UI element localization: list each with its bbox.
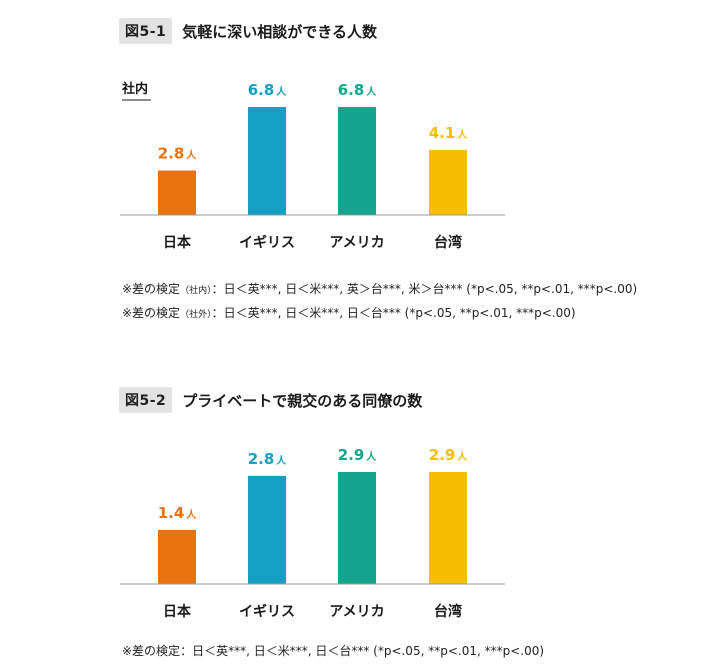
data-label-us: 2.9 人 (338, 446, 378, 464)
note-body: ：日＜英***, 日＜米***, 日＜台*** (*p<.05, **p<.01… (211, 306, 576, 320)
category-label-uk: イギリス (239, 234, 295, 251)
category-label-taiwan: 台湾 (434, 603, 462, 620)
chart-subtitle: 社内 (121, 81, 148, 97)
bar-japan (158, 170, 196, 215)
bar-japan (158, 529, 196, 584)
note-prefix: ※差の検定 (122, 306, 181, 320)
category-label-us: アメリカ (329, 235, 384, 251)
bar-us (338, 107, 376, 215)
category-label-japan: 日本 (163, 603, 192, 620)
data-label-taiwan: 4.1 人 (429, 124, 469, 142)
data-label-taiwan: 2.9 人 (429, 446, 469, 464)
note-tag: （社内） (180, 286, 212, 296)
note-prefix: ※差の検定 (122, 644, 181, 658)
data-label-uk: 2.8 人 (248, 450, 288, 468)
data-label-uk: 6.8 人 (248, 81, 288, 99)
note-tag: （社外） (180, 310, 212, 320)
bar-us (338, 472, 376, 584)
category-label-us: アメリカ (329, 604, 384, 620)
note-prefix: ※差の検定 (122, 282, 181, 296)
figure-title-text: プライベートで親交のある同僚の数 (182, 391, 423, 410)
category-label-taiwan: 台湾 (434, 234, 462, 251)
figure-title-text: 気軽に深い相談ができる人数 (182, 22, 377, 41)
data-label-japan: 2.8 人 (158, 145, 198, 163)
category-label-uk: イギリス (239, 603, 295, 620)
figure-5-1-title: 図5-1 気軽に深い相談ができる人数 (119, 18, 377, 44)
bar-taiwan (429, 472, 467, 584)
bar-uk (248, 475, 286, 584)
figure-badge: 図5-2 (119, 387, 173, 413)
figure-5-2-title: 図5-2 プライベートで親交のある同僚の数 (119, 387, 422, 413)
category-label-japan: 日本 (163, 234, 192, 251)
note-body: ：日＜英***, 日＜米***, 英＞台***, 米＞台*** (*p<.05,… (211, 282, 638, 296)
figure-badge: 図5-1 (119, 18, 173, 44)
bar-taiwan (429, 149, 467, 215)
figure-5-2-note-1: ※差の検定：日＜英***, 日＜米***, 日＜台*** (*p<.05, **… (122, 642, 544, 659)
bar-uk (248, 107, 286, 215)
note-body: ：日＜英***, 日＜米***, 日＜台*** (*p<.05, **p<.01… (180, 644, 545, 658)
data-label-japan: 1.4 人 (158, 504, 198, 522)
data-label-us: 6.8 人 (338, 81, 378, 99)
figure-5-1-note-2: ※差の検定（社外）：日＜英***, 日＜米***, 日＜台*** (*p<.05… (122, 304, 576, 321)
figure-5-1-note-1: ※差の検定（社内）：日＜英***, 日＜米***, 英＞台***, 米＞台***… (122, 280, 637, 297)
